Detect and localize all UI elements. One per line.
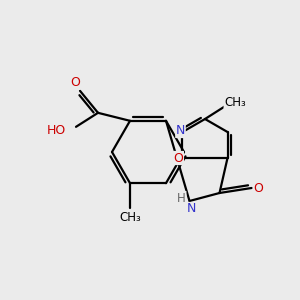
- Text: O: O: [254, 182, 263, 194]
- Text: H: H: [177, 191, 186, 205]
- Text: CH₃: CH₃: [224, 97, 246, 110]
- Text: N: N: [187, 202, 196, 215]
- Text: O: O: [173, 152, 183, 164]
- Text: CH₃: CH₃: [119, 211, 141, 224]
- Text: N: N: [176, 124, 185, 137]
- Text: O: O: [70, 76, 80, 89]
- Text: HO: HO: [47, 124, 66, 137]
